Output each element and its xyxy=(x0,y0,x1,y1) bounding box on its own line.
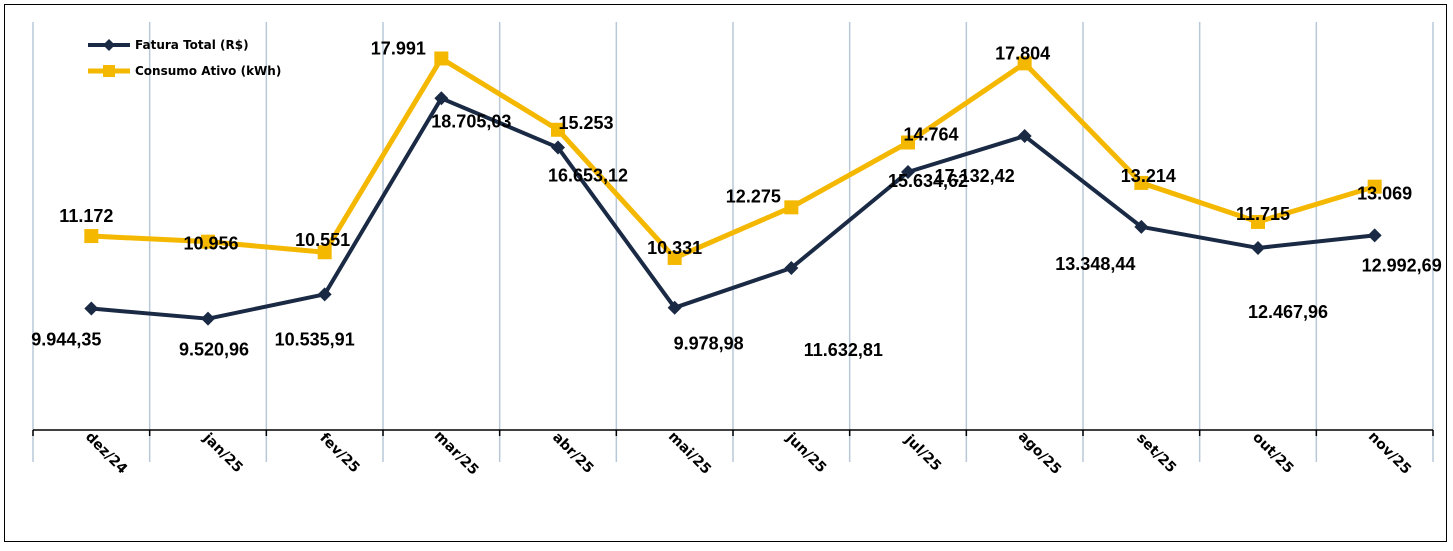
data-label: 10.956 xyxy=(183,234,238,254)
data-label: 11.715 xyxy=(1236,204,1290,224)
legend-swatch-marker xyxy=(103,65,115,77)
data-label: 13.069 xyxy=(1357,184,1412,204)
data-point xyxy=(317,245,332,260)
data-label: 17.804 xyxy=(995,43,1050,63)
data-label: 18.705,03 xyxy=(431,111,511,131)
data-point xyxy=(84,229,99,244)
data-point xyxy=(1251,214,1265,229)
data-label: 14.764 xyxy=(903,125,958,145)
legend-label: Consumo Ativo (kWh) xyxy=(135,64,281,78)
data-label: 15.634,62 xyxy=(888,171,968,191)
x-tick-label: ago/25 xyxy=(1015,429,1064,478)
data-point xyxy=(1017,129,1032,144)
data-label: 17.991 xyxy=(371,38,426,58)
series-line xyxy=(91,55,1376,261)
data-point xyxy=(1134,219,1149,234)
x-tick-label: abr/25 xyxy=(549,429,596,476)
data-label: 9.978,98 xyxy=(674,334,744,354)
data-label: 15.253 xyxy=(558,113,613,133)
data-label: 11.172 xyxy=(59,206,113,226)
data-point xyxy=(784,261,799,276)
data-point xyxy=(551,140,565,155)
data-label: 10.535,91 xyxy=(275,329,355,349)
data-label: 13.214 xyxy=(1121,166,1176,186)
data-point xyxy=(434,91,449,106)
x-tick-label: jan/25 xyxy=(199,430,246,477)
x-tick-label: jul/25 xyxy=(901,431,944,474)
data-point xyxy=(84,301,99,316)
x-tick-label: dez/24 xyxy=(82,429,130,477)
data-point xyxy=(1367,228,1382,243)
series-line xyxy=(91,96,1375,321)
x-tick-label: mar/25 xyxy=(431,428,482,479)
data-label: 10.551 xyxy=(295,230,350,250)
data-point xyxy=(201,311,215,326)
data-point xyxy=(1134,175,1149,190)
data-label: 12.275 xyxy=(726,186,781,206)
data-point xyxy=(901,135,915,150)
x-tick-label: fev/25 xyxy=(316,430,362,476)
data-label: 12.992,69 xyxy=(1362,255,1442,275)
data-point xyxy=(667,250,682,265)
legend-swatch-marker xyxy=(103,39,115,51)
data-point xyxy=(784,200,799,215)
data-label: 9.944,35 xyxy=(31,330,101,350)
data-point xyxy=(551,122,565,137)
x-tick-label: out/25 xyxy=(1249,430,1296,477)
data-point xyxy=(317,287,332,302)
data-label: 10.331 xyxy=(647,238,702,258)
x-tick-label: jun/25 xyxy=(782,429,829,476)
data-label: 13.348,44 xyxy=(1055,254,1135,274)
data-point xyxy=(434,51,449,66)
data-label: 17.132,42 xyxy=(935,166,1015,186)
data-point xyxy=(1251,240,1265,255)
data-point xyxy=(201,234,215,249)
data-label: 9.520,96 xyxy=(179,340,249,360)
legend-label: Fatura Total (R$) xyxy=(135,38,249,52)
data-label: 16.653,12 xyxy=(548,166,628,186)
data-label: 12.467,96 xyxy=(1248,302,1328,322)
x-tick-label: nov/25 xyxy=(1365,429,1414,478)
data-label: 11.632,81 xyxy=(804,340,883,360)
data-point xyxy=(667,300,682,315)
x-tick-label: set/25 xyxy=(1133,430,1179,476)
data-point xyxy=(1367,179,1382,194)
chart-frame xyxy=(4,4,1447,542)
data-point xyxy=(1017,56,1032,71)
data-point xyxy=(901,164,915,179)
x-tick-label: mai/25 xyxy=(665,429,714,478)
